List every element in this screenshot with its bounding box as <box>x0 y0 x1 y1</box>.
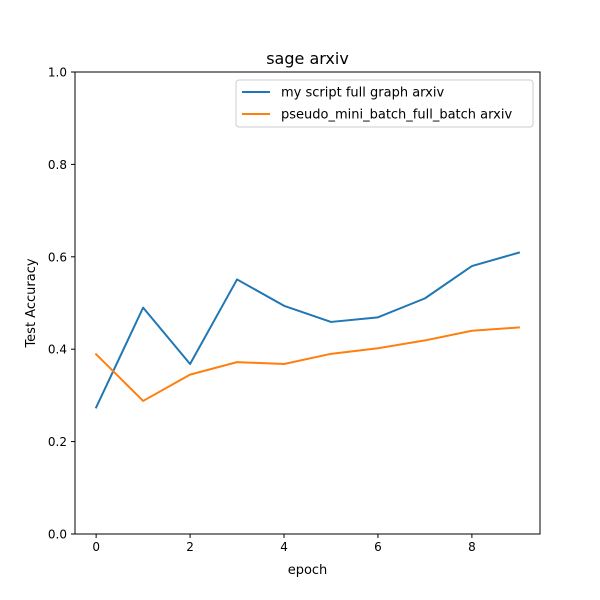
y-tick-label: 0.8 <box>48 158 67 172</box>
y-tick-label: 0.6 <box>48 250 67 264</box>
x-tick-label: 6 <box>374 540 382 554</box>
legend-box <box>235 79 534 128</box>
series-line-1 <box>94 251 521 409</box>
y-tick-label: 1.0 <box>48 66 67 80</box>
y-axis-label: Test Accuracy <box>24 258 39 348</box>
axes-frame <box>74 71 541 535</box>
x-axis: 0 2 4 6 8 <box>92 534 476 554</box>
x-tick-label: 2 <box>186 540 194 554</box>
series-line-2 <box>94 326 520 402</box>
y-tick-label: 0.4 <box>48 343 67 357</box>
y-tick-label: 0.2 <box>48 435 67 449</box>
y-tick-label: 0.0 <box>48 528 67 542</box>
x-tick-label: 0 <box>92 540 100 554</box>
x-tick-label: 8 <box>468 540 476 554</box>
legend-label-1: my script full graph arxiv <box>281 86 444 101</box>
x-axis-label: epoch <box>288 563 328 578</box>
legend-label-2: pseudo_mini_batch_full_batch arxiv <box>281 108 512 123</box>
x-tick-label: 4 <box>280 540 288 554</box>
series-group <box>94 251 521 409</box>
y-axis: 0.0 0.2 0.4 0.6 0.8 1.0 <box>48 66 75 542</box>
chart-title: sage arxiv <box>266 49 349 68</box>
legend: my script full graph arxiv pseudo_mini_ba… <box>235 79 534 128</box>
